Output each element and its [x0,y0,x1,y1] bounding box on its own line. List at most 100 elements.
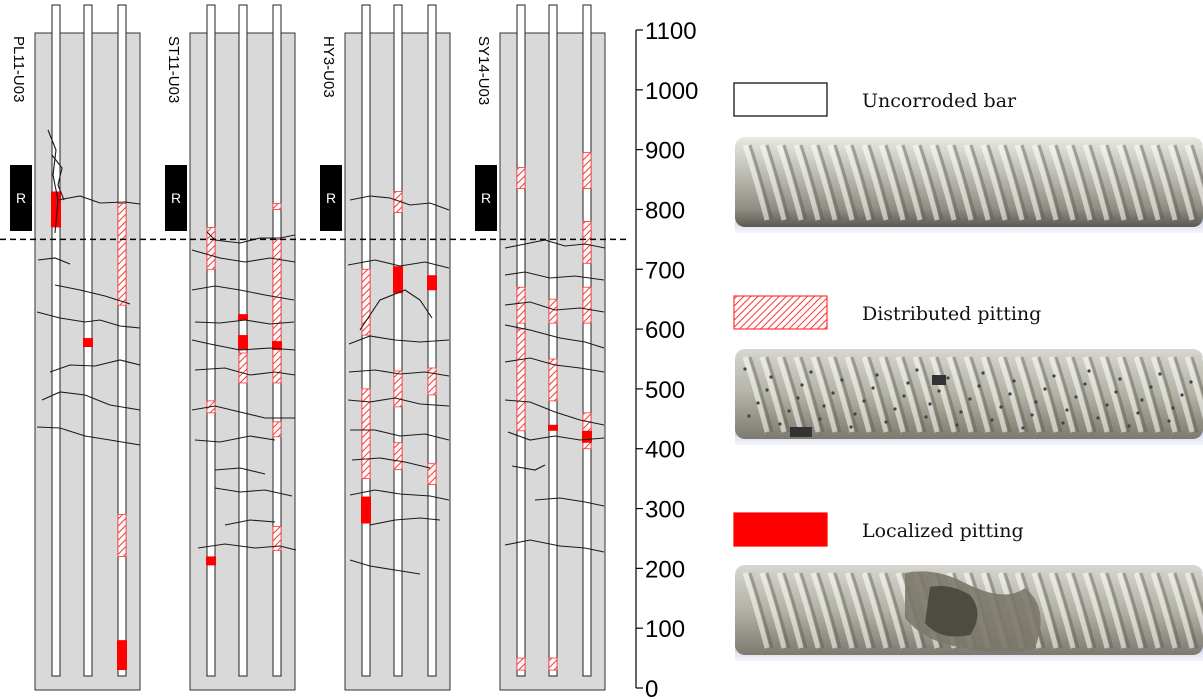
crack-line [191,285,295,301]
crack-line [504,271,605,281]
crack-line [191,405,295,419]
distributed-pitting-zone [548,657,558,671]
localized-pitting-bar-photo [735,565,1203,661]
crack-line [347,397,450,407]
distributed-pitting-zone [582,152,592,189]
distributed-pitting-zone [272,526,282,551]
rebar-2 [83,4,93,677]
crack-line [369,517,441,526]
marker-letter: R [481,190,491,206]
rebar-1 [361,4,371,677]
crack-line [511,464,546,471]
distributed-pitting-zone [272,203,282,210]
localized-pitting-zone [51,191,61,228]
rebar-1 [516,4,526,677]
crack-line [191,339,296,351]
distributed-pitting-zone [427,463,437,486]
axis-tick-label: 400 [645,437,685,464]
rebar-2 [548,4,558,677]
crack-line [194,435,276,443]
crack-line [41,391,141,411]
crack-line [504,357,605,373]
localized-pitting-zone [548,424,558,431]
distributed-pitting-zone [393,442,403,471]
distributed-pitting-zone [117,203,127,306]
axis-tick-label: 300 [645,497,685,524]
crack-line [504,539,605,553]
crack-line [349,559,421,575]
specimen-name: SY14-U03 [475,36,492,105]
localized-pitting-zone [83,338,93,348]
crack-line [504,239,606,249]
distributed-pitting-zone [516,328,526,432]
marker-letter: R [326,190,336,206]
crack-line [214,467,266,475]
distributed-pitting-zone [272,238,282,384]
crack-line [54,284,131,305]
rebar-1 [51,4,61,677]
distributed-pitting-bar-photo [735,349,1203,445]
legend-swatch-localized [733,512,828,547]
localized-pitting-zone [393,266,403,294]
crack-line [351,457,431,469]
distributed-pitting-zone [206,226,216,270]
crack-line [534,497,605,507]
specimen-name: ST11-U03 [165,36,182,103]
distributed-pitting-zone [582,286,592,324]
crack-line [36,426,141,446]
distributed-pitting-zone [548,298,558,324]
rebar-outline [582,4,592,677]
rebar-outline [361,4,371,677]
distributed-pitting-zone [516,167,526,189]
height-axis: 0 100 200 300 400 500 600 700 800 900 1000 1100 [635,18,698,699]
specimen-name: HY3-U03 [320,36,337,98]
crack-line [57,195,141,205]
distributed-pitting-zone [393,370,403,408]
distributed-pitting-zone [238,352,248,384]
crack-line [191,249,296,263]
rebar-outline [117,4,127,677]
legend-swatch-uncorroded [733,82,828,117]
crack-line [36,311,141,329]
crack-line [37,257,71,265]
distributed-pitting-zone [582,221,592,264]
legend-label-localized: Localized pitting [862,520,1024,542]
crack-line [51,154,65,201]
distributed-pitting-zone [361,388,371,480]
localized-pitting-zone [117,640,127,671]
crack-line [507,431,605,441]
crack-line [49,359,141,373]
axis-tick-label: 500 [645,377,685,404]
rebar-3 [272,4,282,677]
distributed-pitting-zone [548,358,558,402]
distributed-pitting-zone [516,286,526,324]
distributed-pitting-zone [117,514,127,557]
crack-line [214,487,293,497]
distributed-pitting-zone [582,412,592,450]
reference-marker: R [475,165,497,231]
rebar-outline [51,4,61,677]
marker-letter: R [171,190,181,206]
crack-line [350,429,450,441]
localized-pitting-zone [238,335,248,351]
axis-tick-label: 600 [645,317,685,344]
legend-label-distributed: Distributed pitting [862,303,1041,325]
specimen-name: PL11-U03 [10,36,27,102]
crack-line [347,259,450,269]
distributed-pitting-zone [516,657,526,671]
crack-pattern [36,129,606,575]
rebar-outline [206,4,216,677]
distributed-pitting-zone [272,421,282,438]
localized-pitting-zone [427,275,437,291]
rebar-outline [548,4,558,677]
crack-line [504,324,605,349]
marker-letter: R [16,190,26,206]
crack-line [197,543,297,551]
axis-tick-label: 1100 [645,18,697,45]
axis-tick-label: 100 [645,616,685,643]
axis-tick-label: 900 [645,138,685,165]
crack-line [194,319,295,325]
crack-line [504,301,605,313]
localized-pitting-zone [272,341,282,351]
